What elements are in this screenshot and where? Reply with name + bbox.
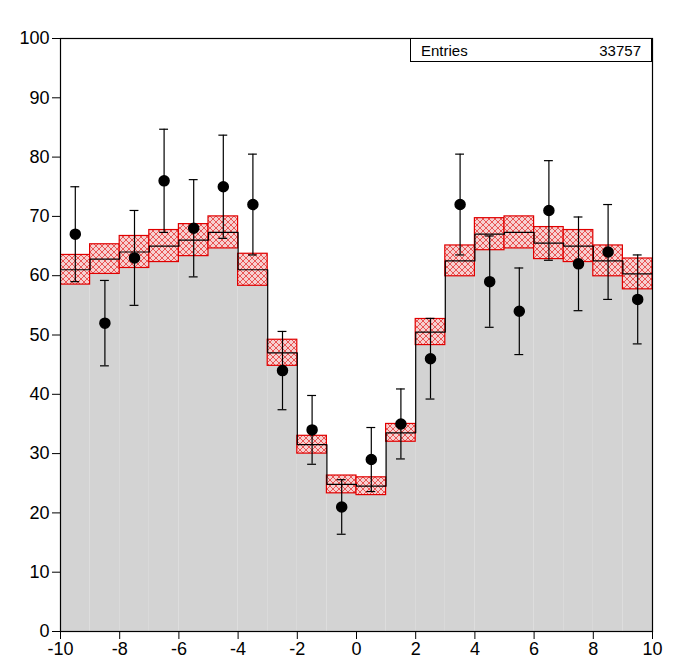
svg-text:-4: -4	[230, 639, 246, 659]
svg-text:4: 4	[470, 639, 480, 659]
svg-text:70: 70	[29, 206, 49, 226]
svg-text:100: 100	[19, 28, 49, 48]
html-text:Entries: Entries	[421, 41, 468, 59]
svg-text:30: 30	[29, 443, 49, 463]
svg-text:-2: -2	[289, 639, 305, 659]
svg-text:8: 8	[588, 639, 598, 659]
svg-text:80: 80	[29, 147, 49, 167]
svg-text:10: 10	[29, 562, 49, 582]
svg-text:2: 2	[411, 639, 421, 659]
svg-text:20: 20	[29, 503, 49, 523]
svg-text:-6: -6	[171, 639, 187, 659]
svg-text:6: 6	[529, 639, 539, 659]
svg-text:0: 0	[351, 639, 361, 659]
svg-text:50: 50	[29, 325, 49, 345]
svg-text:-8: -8	[112, 639, 128, 659]
svg-text:0: 0	[39, 621, 49, 641]
svg-text:40: 40	[29, 384, 49, 404]
svg-text:60: 60	[29, 265, 49, 285]
svg-text:90: 90	[29, 88, 49, 108]
svg-text:-10: -10	[47, 639, 73, 659]
svg-text:10: 10	[642, 639, 662, 659]
html-text:33757: 33757	[599, 41, 641, 59]
